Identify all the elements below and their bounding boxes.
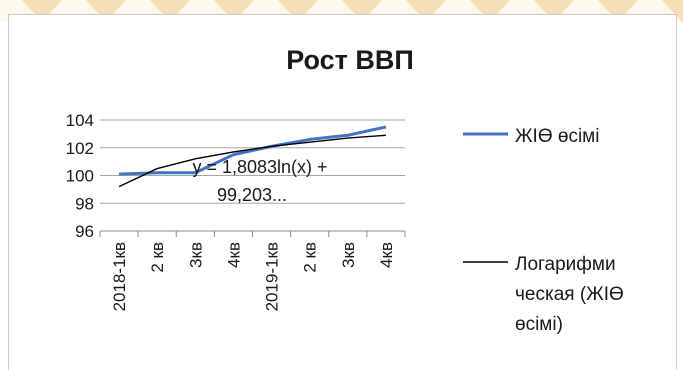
series-line-log-trend — [118, 134, 386, 188]
x-tick-label: 2 кв — [148, 242, 167, 273]
y-tick-label: 102 — [66, 139, 94, 158]
legend-label: ческая (ЖІӨ — [515, 284, 624, 305]
trendline-equation: y = 1,8083ln(x) + 99,203... — [192, 157, 327, 205]
chart-area — [8, 14, 677, 370]
x-tick-label: 4кв — [224, 242, 243, 268]
trendline-equation-line-1: y = 1,8083ln(x) + — [192, 157, 327, 177]
series-lines — [118, 125, 387, 188]
series-line-gdp-growth — [119, 125, 387, 176]
y-tick-label: 104 — [66, 111, 94, 130]
y-tick-label: 96 — [75, 222, 94, 241]
trendline-equation-line-2: 99,203... — [217, 185, 287, 205]
y-tick-labels: 104 102 100 98 96 — [66, 111, 94, 241]
chart-title: Рост ВВП — [286, 45, 414, 75]
x-tick-label: 2019-1кв — [263, 242, 282, 311]
legend-label: Логарифми — [515, 254, 616, 275]
x-tick-label: 2 кв — [301, 242, 320, 273]
x-tick-label: 3кв — [186, 242, 205, 268]
axes — [99, 230, 406, 237]
x-tick-label: 3кв — [339, 242, 358, 268]
legend-label: ЖІӨ өсімі — [515, 126, 599, 147]
legend: ЖІӨ өсімі Логарифми ческая (ЖІӨ өсімі) — [463, 126, 624, 335]
x-tick-labels: 2018-1кв 2 кв 3кв 4кв 2019-1кв 2 кв 3кв 4кв — [110, 242, 396, 311]
y-tick-label: 98 — [75, 194, 94, 213]
x-tick-label: 4кв — [377, 242, 396, 268]
y-tick-label: 100 — [66, 167, 94, 186]
x-tick-label: 2018-1кв — [110, 242, 129, 311]
legend-label: өсімі) — [515, 314, 563, 335]
gridlines — [100, 119, 405, 204]
